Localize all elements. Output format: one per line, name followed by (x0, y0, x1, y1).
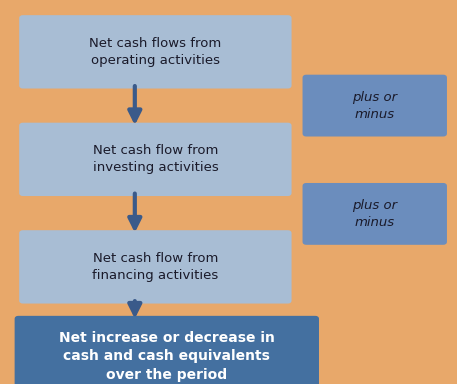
Text: Net cash flows from
operating activities: Net cash flows from operating activities (89, 37, 222, 67)
Text: Net increase or decrease in
cash and cash equivalents
over the period: Net increase or decrease in cash and cas… (59, 331, 275, 382)
FancyBboxPatch shape (15, 316, 319, 384)
FancyBboxPatch shape (19, 123, 292, 196)
FancyBboxPatch shape (303, 75, 447, 137)
Text: Net cash flow from
financing activities: Net cash flow from financing activities (92, 252, 218, 282)
FancyBboxPatch shape (19, 15, 292, 89)
FancyBboxPatch shape (303, 183, 447, 245)
FancyBboxPatch shape (19, 230, 292, 303)
Text: Net cash flow from
investing activities: Net cash flow from investing activities (92, 144, 218, 174)
Text: plus or
minus: plus or minus (352, 91, 397, 121)
Text: plus or
minus: plus or minus (352, 199, 397, 229)
